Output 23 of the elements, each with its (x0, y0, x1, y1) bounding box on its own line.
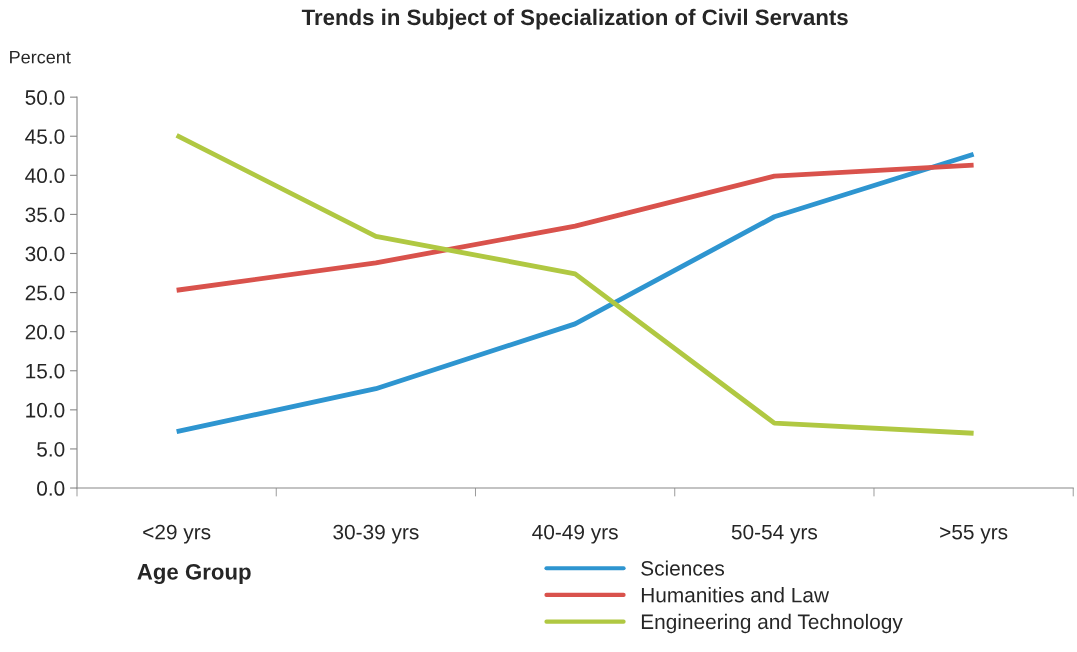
line-series (174, 162, 977, 293)
x-tick-label: 50-54 yrs (731, 524, 818, 544)
y-tick-label: 5.0 (37, 441, 65, 457)
x-tick-label: 30-39 yrs (333, 524, 419, 544)
y-tick-label: 30.0 (25, 246, 65, 262)
legend-label: Engineering and Technology (641, 613, 903, 634)
y-tick-label: 15.0 (26, 363, 65, 379)
x-tick-label: >55 yrs (940, 524, 1008, 544)
y-tick-label: 35.0 (25, 207, 65, 223)
y-tick-label: 45.0 (25, 129, 65, 144)
y-tick-label: 25.0 (25, 285, 65, 301)
legend-label: Sciences (641, 560, 725, 576)
x-tick-label: 40-49 yrs (532, 524, 618, 544)
y-tick-label: 20.0 (25, 324, 65, 340)
y-axis-title: Percent (10, 50, 71, 64)
chart-title: Trends in Subject of Specialization of Civil Servants (301, 8, 848, 30)
x-axis-title: Age Group (137, 563, 251, 585)
y-tick-label: 50.0 (25, 90, 65, 105)
y-tick-label: 40.0 (25, 168, 65, 184)
x-tick-label: <29 yrs (143, 524, 211, 544)
legend-label: Humanities and Law (641, 587, 830, 603)
y-tick-label: 10.0 (26, 402, 65, 418)
y-tick-label: 0.0 (37, 481, 65, 496)
